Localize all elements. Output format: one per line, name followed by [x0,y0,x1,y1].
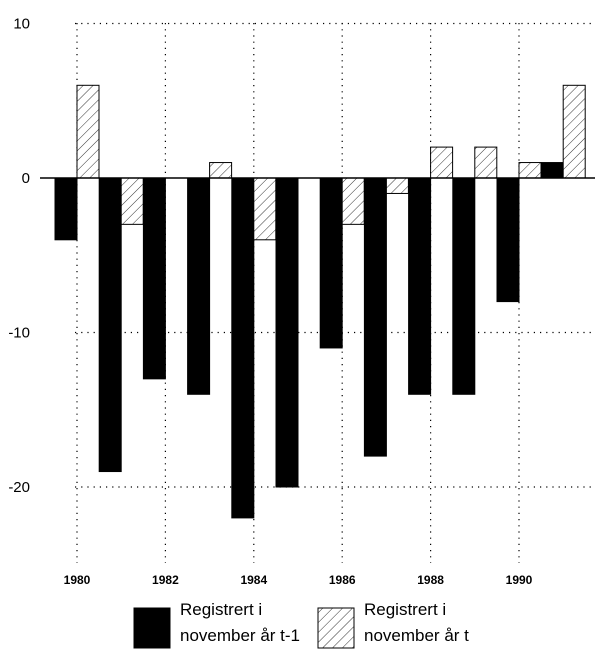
bar-t-minus-1 [496,177,520,303]
bar-t [120,177,144,225]
legend-swatch-t [317,607,355,649]
legend-label: Registrert i [180,600,262,619]
bar-t-minus-1 [452,177,476,395]
bar-t-minus-1 [142,177,166,380]
bar-t-minus-1 [54,177,78,241]
bar-t [253,177,277,241]
y-axis-tick-labels: 10 0 -10 -20 [8,16,30,497]
bar-t [385,177,409,194]
bar-t-minus-1 [319,177,343,349]
bar-t-minus-1 [98,177,122,473]
bar-t [518,162,542,179]
x-tick-label: 1988 [417,573,444,587]
legend-swatch-t-minus-1 [133,607,171,649]
x-tick-label: 1982 [152,573,179,587]
y-tick-label: 10 [13,16,30,33]
bar-t-minus-1 [275,177,299,488]
bar-t-minus-1 [408,177,432,395]
y-tick-label: -20 [8,479,30,496]
bar-t [430,146,454,179]
bar-t-minus-1 [540,162,564,179]
bars [54,84,586,519]
y-tick-label: -10 [8,325,30,342]
bar-t-minus-1 [363,177,387,457]
bar-t [76,84,100,179]
legend-label: november år t [364,626,469,645]
legend-label: Registrert i [364,600,446,619]
bar-t-minus-1 [187,177,211,395]
x-tick-label: 1984 [240,573,267,587]
x-tick-label: 1990 [506,573,533,587]
bar-t-minus-1 [231,177,255,519]
x-tick-label: 1986 [329,573,356,587]
y-tick-label: 0 [22,170,30,187]
legend-label: november år t-1 [180,626,300,645]
legend: Registrert i november år t-1 Registrert i n… [133,600,469,649]
bar-t [341,177,365,225]
bar-t [209,162,233,179]
bar-t [562,84,586,179]
x-axis-tick-labels: 1980 1982 1984 1986 1988 1990 [64,573,533,587]
x-tick-label: 1980 [64,573,91,587]
bar-t [474,146,498,179]
